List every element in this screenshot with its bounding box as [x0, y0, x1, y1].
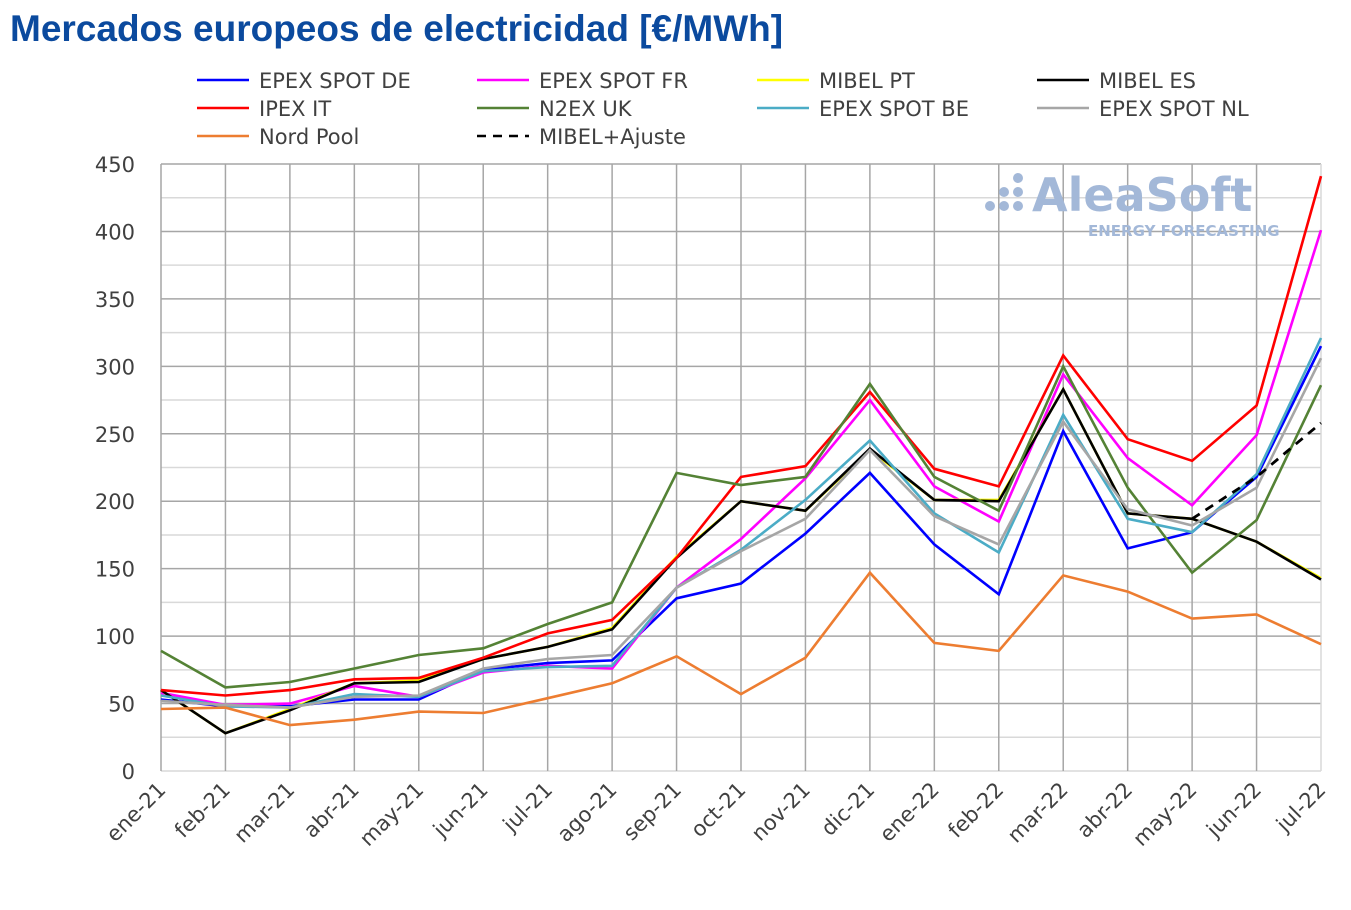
series-n2ex-uk: [160, 363, 1323, 689]
legend-label: Nord Pool: [259, 125, 359, 149]
y-tick-label: 350: [95, 288, 135, 312]
legend-label: EPEX SPOT FR: [539, 69, 688, 93]
x-tick-label: feb-22: [943, 778, 1008, 843]
logo-dot-icon: [999, 187, 1009, 197]
logo-dot-icon: [1013, 187, 1023, 197]
x-tick-label: abr-22: [1072, 778, 1137, 843]
series-ipex-it: [160, 175, 1323, 697]
x-tick-label: mar-22: [1003, 778, 1073, 848]
x-tick-label: dic-21: [816, 778, 879, 841]
watermark-tagline: ENERGY FORECASTING: [1088, 222, 1280, 240]
y-tick-label: 150: [95, 558, 135, 582]
chart-title: Mercados europeos de electricidad [€/MWh…: [10, 8, 784, 49]
y-tick-label: 450: [95, 153, 135, 177]
y-tick-label: 200: [95, 490, 135, 514]
legend-label: IPEX IT: [259, 97, 331, 121]
y-tick-label: 100: [95, 625, 135, 649]
x-tick-label: sep-21: [619, 778, 687, 846]
y-tick-label: 0: [122, 760, 135, 784]
x-tick-label: ene-22: [875, 778, 944, 847]
x-tick-label: may-21: [355, 778, 428, 851]
legend-label: EPEX SPOT BE: [819, 97, 969, 121]
watermark-brand: AleaSoft: [1032, 168, 1252, 222]
series-nord-pool: [160, 570, 1322, 727]
x-tick-label: nov-21: [747, 778, 815, 846]
x-tick-label: abr-21: [299, 778, 364, 843]
x-tick-label: jun-21: [428, 778, 493, 843]
x-tick-label: jun-22: [1201, 778, 1266, 843]
y-tick-label: 300: [95, 355, 135, 379]
y-tick-label: 50: [108, 693, 135, 717]
legend-label: MIBEL+Ajuste: [539, 125, 686, 149]
legend-label: EPEX SPOT NL: [1099, 97, 1249, 121]
logo-dot-icon: [999, 201, 1009, 211]
series-mibel-ajuste: [1191, 421, 1322, 520]
x-tick-label: oct-21: [686, 778, 750, 842]
series-line: [1191, 421, 1322, 520]
x-tick-label: ene-21: [102, 778, 171, 847]
y-tick-label: 250: [95, 423, 135, 447]
x-tick-label: jul-22: [1271, 778, 1331, 838]
logo-dot-icon: [1013, 173, 1023, 183]
legend-label: N2EX UK: [539, 97, 633, 121]
legend-label: MIBEL ES: [1099, 69, 1196, 93]
legend-label: MIBEL PT: [819, 69, 915, 93]
logo-dot-icon: [985, 201, 995, 211]
x-tick-label: jul-21: [498, 778, 558, 838]
x-tick-label: ago-21: [553, 778, 622, 847]
x-tick-label: mar-21: [229, 778, 299, 848]
logo-dot-icon: [1013, 201, 1023, 211]
series-epex-spot-nl: [160, 357, 1323, 709]
legend-label: EPEX SPOT DE: [259, 69, 411, 93]
x-tick-label: feb-21: [170, 778, 235, 843]
y-tick-label: 400: [95, 220, 135, 244]
x-tick-label: may-22: [1128, 778, 1201, 851]
